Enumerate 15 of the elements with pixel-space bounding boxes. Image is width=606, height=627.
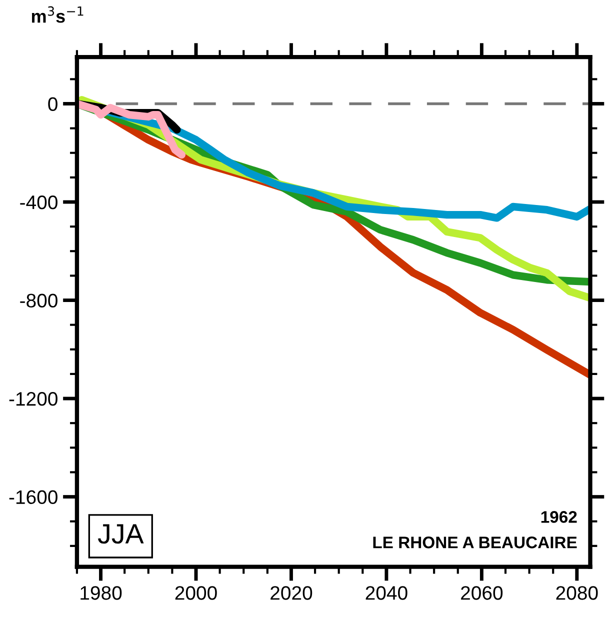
x-tick-label: 2060 — [461, 586, 503, 600]
x-tick-label: 2000 — [175, 586, 217, 600]
y-tick-label: -1200 — [9, 392, 58, 406]
y-axis-title: m$^{3}$s$^{−1}$ — [32, 6, 84, 23]
y-tick-label: -400 — [20, 195, 58, 210]
y-tick-label: -800 — [20, 294, 58, 308]
annotation: 1962 — [541, 511, 577, 523]
y-tick-label: -1600 — [9, 490, 58, 504]
x-tick-label: 2040 — [366, 586, 408, 600]
y-tick-label: 0 — [48, 97, 58, 111]
annotation: LE RHONE A BEAUCAIRE — [373, 536, 577, 548]
annotation: JJA — [98, 524, 144, 544]
x-tick-label: 1980 — [80, 586, 122, 600]
x-tick-label: 2080 — [556, 586, 598, 600]
x-tick-label: 2020 — [270, 586, 312, 600]
